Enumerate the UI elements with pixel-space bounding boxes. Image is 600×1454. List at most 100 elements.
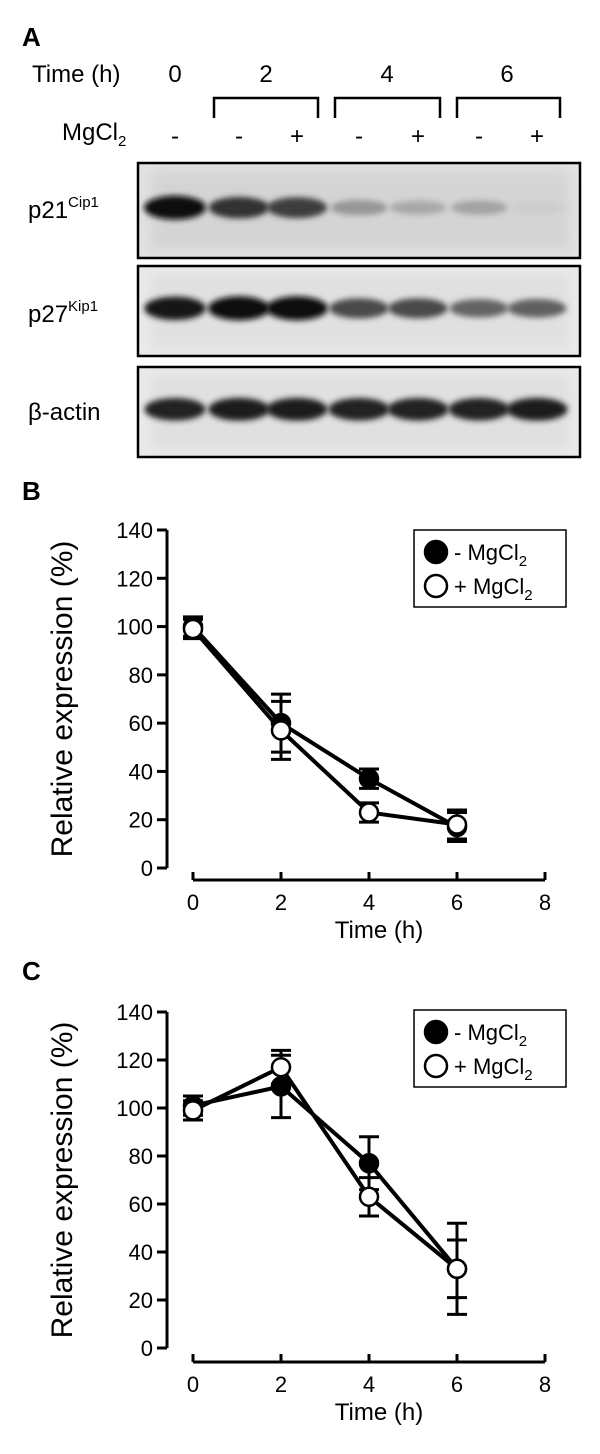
- x-tick-label: 6: [451, 890, 463, 915]
- data-point-open: [358, 1186, 380, 1208]
- x-tick-label: 0: [187, 1372, 199, 1397]
- panel-c-chart: C 0 20 40 60 80 100 120 140 0 2 4 6 8 Time (h) Relative…: [22, 956, 567, 1426]
- panel-b-chart: B 0 20 40 60 80 100 120 140 0 2 4 6 8 Time (h) Relative…: [22, 476, 567, 944]
- series-line: [191, 625, 458, 829]
- y-tick-label: 0: [141, 1336, 153, 1361]
- blot-band: [448, 398, 510, 421]
- blot-band: [389, 200, 447, 215]
- blot-label-actin: β-actin: [28, 399, 101, 426]
- legend-label: + MgCl2: [454, 574, 533, 604]
- data-point-filled: [358, 768, 380, 789]
- lane-sign: +: [290, 123, 304, 150]
- blot-1: [136, 264, 582, 358]
- blot-band: [328, 398, 390, 421]
- blot-band: [266, 397, 328, 421]
- bracket-2h: [212, 96, 320, 118]
- blot-band: [266, 197, 328, 219]
- series-plus-mgcl2: [183, 617, 467, 841]
- blot-band: [330, 199, 388, 216]
- lane-sign: -: [171, 123, 179, 150]
- blot-band: [509, 201, 565, 214]
- y-axis-title: Relative expression (%): [46, 1022, 79, 1339]
- y-tick-label: 80: [129, 663, 153, 688]
- x-tick-label: 2: [275, 890, 287, 915]
- x-tick-label: 0: [187, 890, 199, 915]
- x-tick-label: 8: [539, 890, 551, 915]
- blot-band: [506, 397, 568, 421]
- lane-signs: - - + - + - +: [171, 123, 544, 150]
- blot-frame: [136, 161, 582, 260]
- time-point-label: 4: [380, 61, 393, 88]
- y-tick-label: 60: [129, 1192, 153, 1217]
- series-line: [192, 1084, 459, 1271]
- legend-marker-filled: [423, 1019, 449, 1045]
- y-tick-label: 100: [116, 1096, 153, 1121]
- legend-marker-filled: [423, 539, 449, 565]
- panel-letter: C: [22, 956, 41, 986]
- data-point-open: [358, 802, 380, 823]
- blot-band: [208, 296, 270, 321]
- blot-band: [388, 298, 448, 319]
- lane-sign: -: [475, 123, 483, 150]
- series-minus-mgcl2: [183, 615, 467, 843]
- y-tick-label: 120: [116, 566, 153, 591]
- legend: - MgCl2 + MgCl2: [413, 1009, 567, 1088]
- y-tick-label: 100: [116, 615, 153, 640]
- x-tick-label: 4: [363, 890, 375, 915]
- data-point-filled: [358, 1152, 380, 1174]
- data-point-open: [182, 618, 204, 640]
- lane-sign: -: [355, 123, 363, 150]
- bracket-4h: [333, 96, 442, 118]
- legend-label: - MgCl2: [454, 540, 527, 570]
- blot-frame: [136, 264, 582, 358]
- legend-label: + MgCl2: [454, 1054, 533, 1084]
- panel-letter: B: [22, 476, 41, 506]
- legend-marker-open: [423, 573, 449, 599]
- blot-band: [387, 398, 449, 421]
- panel-a-western-blot: A Time (h) MgCl2 0 2 4 6 - - + - + - + p…: [22, 22, 582, 459]
- y-tick-label: 20: [129, 1288, 153, 1313]
- x-tick-label: 8: [539, 1372, 551, 1397]
- y-tick-label: 140: [116, 1000, 153, 1025]
- x-axis-title: Time (h): [335, 917, 423, 944]
- blot-images: [136, 161, 582, 459]
- blot-band: [144, 296, 206, 320]
- blot-label-p21: p21Cip1: [28, 194, 99, 224]
- blot-band: [449, 299, 509, 318]
- y-axis-title: Relative expression (%): [46, 541, 79, 858]
- panel-letter-a: A: [22, 22, 41, 52]
- legend: - MgCl2 + MgCl2: [413, 529, 567, 608]
- time-point-label: 6: [500, 61, 513, 88]
- lane-sign: +: [530, 123, 544, 150]
- y-tick-label: 0: [141, 856, 153, 881]
- time-row-label: Time (h): [32, 61, 120, 88]
- y-tick-label: 60: [129, 711, 153, 736]
- x-axis-title: Time (h): [335, 1399, 423, 1426]
- time-point-label: 0: [168, 61, 181, 88]
- blot-band: [208, 397, 270, 421]
- blot-frame: [136, 365, 582, 459]
- lane-sign: +: [411, 123, 425, 150]
- data-point-open: [446, 814, 468, 835]
- blot-2: [136, 365, 582, 459]
- bracket-6h: [455, 96, 562, 118]
- y-tick-label: 40: [129, 759, 153, 784]
- blot-label-p27: p27Kip1: [28, 298, 98, 328]
- blot-band: [208, 196, 270, 219]
- series-line: [192, 1064, 459, 1271]
- time-point-label: 2: [259, 61, 272, 88]
- mgcl-row-label: MgCl2: [62, 119, 126, 150]
- data-point-filled: [270, 1076, 292, 1097]
- time-brackets: [212, 96, 562, 118]
- lane-sign: -: [235, 123, 243, 150]
- series-line: [191, 627, 458, 827]
- blot-band: [329, 298, 389, 319]
- blot-band: [507, 298, 567, 318]
- data-point-open: [182, 1100, 204, 1121]
- x-tick-label: 4: [363, 1372, 375, 1397]
- x-tick-label: 6: [451, 1372, 463, 1397]
- data-point-open: [270, 1056, 292, 1078]
- y-tick-label: 140: [116, 518, 153, 543]
- blot-band: [450, 200, 508, 215]
